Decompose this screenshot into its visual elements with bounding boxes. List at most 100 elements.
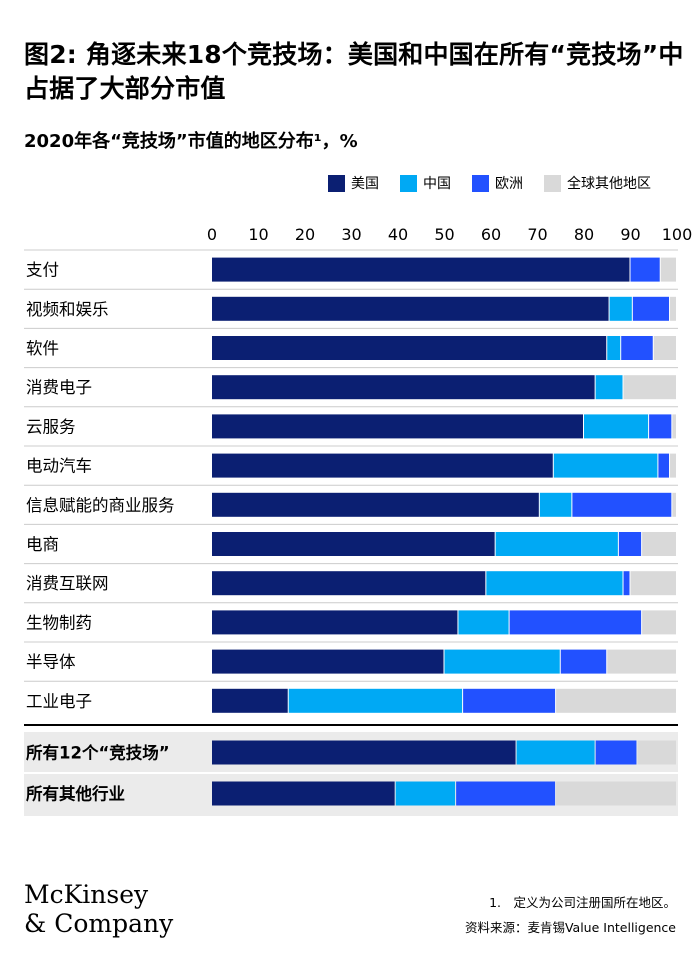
bar-segment-rest	[556, 688, 676, 713]
category-label: 工业电子	[26, 692, 92, 711]
category-label: 软件	[26, 339, 59, 358]
x-tick-label-100: 100	[662, 225, 693, 244]
mckinsey-logo: McKinsey & Company	[24, 880, 173, 938]
bar-segment-china	[595, 375, 623, 400]
category-label: 生物制药	[26, 613, 92, 632]
bar-segment-europe	[649, 414, 672, 439]
bar-segment-europe	[456, 781, 556, 806]
bar-segment-rest	[660, 257, 676, 282]
category-label: 视频和娱乐	[26, 300, 109, 319]
bar-segment-china	[486, 571, 623, 596]
legend-item-rest: 全球其他地区	[544, 173, 651, 193]
bar-segment-china	[584, 414, 649, 439]
category-label: 消费互联网	[26, 574, 109, 593]
legend-item-china: 中国	[400, 173, 451, 193]
bar-segment-rest	[630, 571, 676, 596]
bar-segment-china	[607, 336, 621, 360]
bar-segment-china	[609, 296, 632, 321]
bar-segment-europe	[623, 571, 630, 596]
legend-swatch-china	[400, 174, 417, 192]
bar-segment-rest	[653, 336, 676, 360]
x-tick-label-30: 30	[341, 225, 361, 244]
bar-segment-us	[212, 375, 595, 400]
legend-item-europe: 欧洲	[472, 173, 523, 193]
bar-segment-europe	[463, 688, 556, 713]
category-label: 所有12个“竞技场”	[26, 743, 170, 763]
x-tick-label-0: 0	[207, 225, 217, 244]
bar-segment-china	[516, 740, 595, 765]
bar-segment-us	[212, 296, 609, 321]
category-label: 信息赋能的商业服务	[26, 496, 175, 515]
bar-segment-europe	[621, 336, 653, 360]
bar-segment-us	[212, 257, 630, 282]
chart-subtitle: 2020年各“竞技场”市值的地区分布¹，%	[24, 131, 358, 152]
category-label: 所有其他行业	[26, 784, 125, 804]
logo-line-2: & Company	[24, 909, 174, 938]
footnote: 1. 定义为公司注册国所在地区。	[489, 895, 676, 910]
legend-label-europe: 欧洲	[495, 176, 523, 192]
bar-segment-rest	[670, 453, 676, 478]
x-tick-label-50: 50	[434, 225, 454, 244]
legend-label-rest: 全球其他地区	[567, 176, 651, 192]
x-tick-label-60: 60	[481, 225, 501, 244]
x-tick-label-40: 40	[388, 225, 408, 244]
bar-segment-rest	[623, 375, 676, 400]
bar-segment-rest	[642, 610, 676, 635]
bar-segment-europe	[572, 492, 672, 517]
bar-segment-europe	[560, 649, 607, 674]
bar-segment-rest	[642, 532, 676, 556]
category-label: 支付	[26, 261, 59, 280]
legend-swatch-us	[328, 174, 345, 192]
bar-segment-us	[212, 453, 553, 478]
x-tick-label-80: 80	[574, 225, 594, 244]
legend: 美国 中国 欧洲 全球其他地区	[0, 173, 680, 193]
bar-segment-us	[212, 610, 458, 635]
x-tick-label-10: 10	[248, 225, 268, 244]
category-label: 电动汽车	[26, 457, 92, 476]
bar-segment-china	[495, 532, 618, 556]
bar-segment-europe	[618, 532, 642, 556]
legend-label-us: 美国	[351, 176, 379, 192]
legend-swatch-rest	[544, 174, 561, 192]
bar-segment-us	[212, 532, 495, 556]
bar-segment-china	[539, 492, 572, 517]
bar-segment-us	[212, 336, 607, 360]
bar-segment-us	[212, 571, 486, 596]
legend-item-us: 美国	[328, 173, 379, 193]
bar-segment-rest	[637, 740, 676, 765]
logo-line-1: McKinsey	[24, 880, 149, 909]
bar-segment-europe	[630, 257, 660, 282]
chart-title: 图2: 角逐未来18个竞技场：美国和中国在所有“竞技场”中占据了大部分市值	[24, 40, 684, 103]
bar-segment-us	[212, 492, 539, 517]
bar-segment-rest	[556, 781, 676, 806]
category-label: 消费电子	[26, 378, 92, 397]
legend-label-china: 中国	[423, 176, 451, 192]
bar-segment-europe	[595, 740, 637, 765]
bar-segment-europe	[632, 296, 670, 321]
bar-segment-china	[553, 453, 658, 478]
bar-segment-rest	[672, 492, 676, 517]
bar-segment-us	[212, 781, 395, 806]
bar-segment-europe	[509, 610, 642, 635]
bar-segment-europe	[658, 453, 670, 478]
bar-segment-us	[212, 649, 444, 674]
x-tick-label-20: 20	[295, 225, 315, 244]
category-label: 电商	[26, 535, 59, 554]
bar-segment-us	[212, 740, 516, 765]
bar-segment-china	[458, 610, 509, 635]
bar-segment-rest	[672, 414, 676, 439]
bar-segment-china	[395, 781, 456, 806]
bar-segment-rest	[607, 649, 676, 674]
x-tick-label-90: 90	[620, 225, 640, 244]
bar-segment-china	[444, 649, 560, 674]
source-note: 资料来源：麦肯锡Value Intelligence	[464, 920, 676, 935]
bar-segment-china	[288, 688, 463, 713]
legend-swatch-europe	[472, 174, 489, 192]
category-label: 云服务	[26, 417, 76, 436]
category-label: 半导体	[26, 653, 76, 672]
bar-segment-us	[212, 688, 288, 713]
bar-segment-us	[212, 414, 583, 439]
x-tick-label-70: 70	[527, 225, 547, 244]
